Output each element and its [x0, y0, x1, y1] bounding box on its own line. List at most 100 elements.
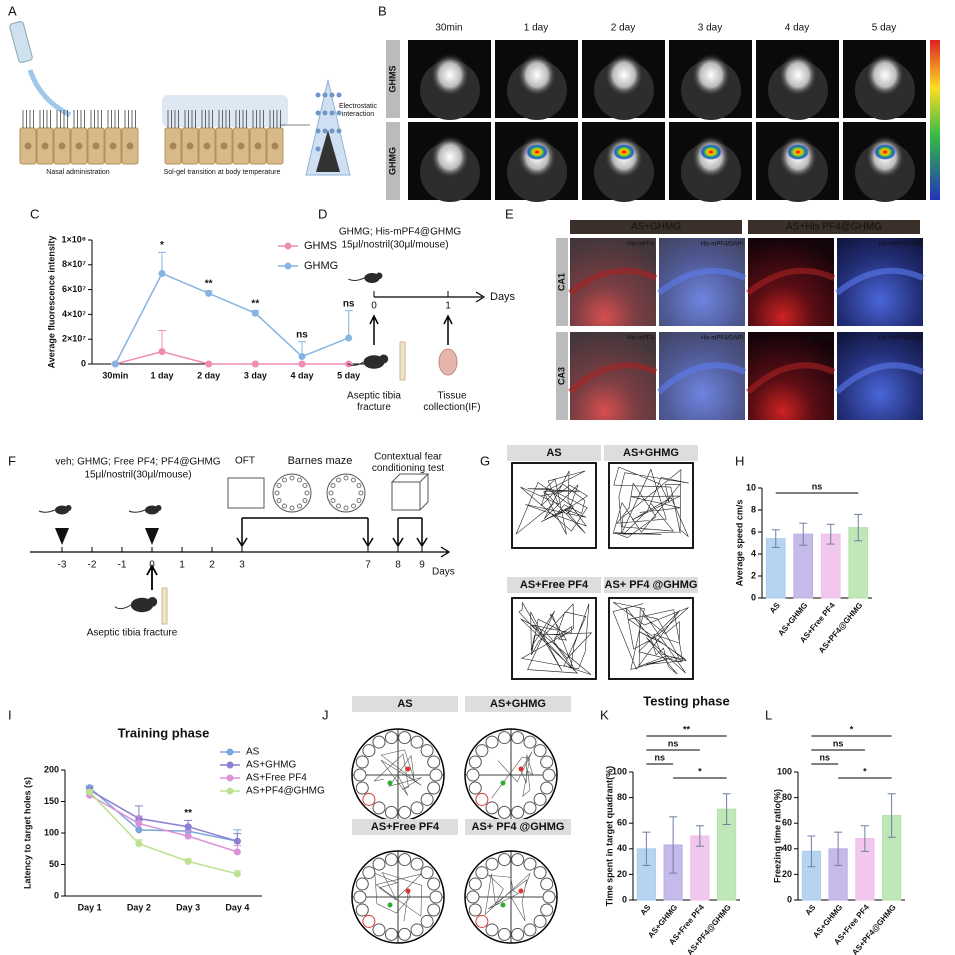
data-point: [158, 348, 166, 356]
tick-label: 2: [209, 560, 215, 571]
column-label: 1 day: [524, 23, 548, 34]
start-point: [387, 902, 393, 908]
mouse-icon: [38, 509, 56, 513]
maze-hole: [353, 768, 367, 782]
maze-hole: [497, 853, 511, 867]
row-label-bar: [556, 238, 568, 326]
y-tick-label: 10: [746, 482, 756, 492]
legend-label: AS: [246, 747, 260, 758]
maze-hole: [420, 792, 434, 806]
particle: [329, 110, 335, 116]
row-label: CA1: [556, 273, 566, 291]
signal: [691, 53, 731, 97]
nucleus: [92, 142, 100, 150]
arrow-down: [236, 518, 248, 548]
channel-label: His-mPF4: [627, 242, 654, 248]
nucleus: [109, 142, 117, 150]
data-point: [233, 848, 241, 856]
group-header: [507, 445, 601, 461]
y-tick-label: 0: [54, 890, 59, 900]
x-tick-label: Day 2: [127, 902, 151, 912]
mouse-icon: [379, 354, 389, 364]
label: AS: [397, 698, 412, 710]
maze: [326, 473, 366, 513]
significance: ns: [296, 329, 308, 340]
tick-label: 9: [419, 560, 425, 571]
mouse-icon: [147, 597, 158, 607]
maze-hole: [384, 805, 398, 819]
x-tick-label: 1 day: [150, 370, 173, 380]
maze-hole: [468, 781, 482, 795]
data-point: [233, 870, 241, 878]
mouse-icon: [155, 505, 162, 511]
label: GHMG; His-mPF4@GHMG: [339, 227, 462, 238]
particle: [315, 110, 321, 116]
tissue-band: [567, 362, 658, 395]
maze-hole: [362, 914, 376, 928]
label: AS+GHMG: [490, 698, 546, 710]
tissue: [438, 348, 458, 376]
group-header: [604, 577, 698, 593]
significance: ns: [833, 738, 844, 748]
time-arrow: [374, 291, 486, 303]
tissue-band: [746, 267, 836, 296]
label: AS: [546, 447, 561, 459]
panel-letter: J: [322, 707, 329, 722]
particle: [336, 92, 342, 98]
bone: [161, 587, 168, 625]
channel-label: His-mPF4: [805, 242, 832, 248]
y-axis-label: Average speed cm/s: [734, 500, 744, 587]
maze-hole: [336, 477, 341, 483]
particle: [315, 146, 321, 152]
label: Electrostatic interaction: [339, 103, 378, 118]
row-label: CA3: [556, 367, 566, 385]
label: AS+ PF4 @GHMG: [472, 821, 565, 833]
particle: [315, 92, 321, 98]
maze-hole: [353, 890, 367, 904]
significance: *: [850, 724, 854, 734]
panel-letter: K: [600, 707, 609, 722]
maze-hole: [475, 792, 489, 806]
chart-title: Training phase: [118, 725, 210, 740]
maze-hole: [511, 853, 525, 867]
trajectory: [612, 602, 689, 675]
maze-hole: [533, 792, 547, 806]
label: AS+Free PF4: [371, 821, 440, 833]
label: AS+His PF4@GHMG: [786, 222, 882, 233]
maze-hole: [429, 768, 443, 782]
data-point: [135, 826, 143, 834]
maze-hole: [355, 781, 369, 795]
legend-marker: [284, 262, 292, 270]
maze-hole: [468, 877, 482, 891]
y-axis-label: Freezing time ratio(%): [772, 789, 782, 883]
tick-label: 8: [395, 560, 401, 571]
end-point: [405, 888, 411, 894]
panel-letter: F: [8, 453, 16, 468]
mouse-icon: [364, 273, 380, 283]
maze-hole: [351, 503, 356, 509]
label: 15μl/nostril(30μl/mouse): [341, 240, 448, 251]
maze-hole: [282, 503, 287, 509]
maze-hole: [330, 498, 336, 503]
data-point: [86, 788, 94, 796]
maze-hole: [511, 731, 525, 745]
maze-hole: [540, 877, 554, 891]
maze-hole: [336, 503, 341, 509]
maze-hole: [304, 490, 310, 496]
panel-letter: B: [378, 3, 387, 18]
tick-label: -1: [118, 560, 127, 571]
maze-hole: [343, 505, 349, 511]
nucleus: [186, 142, 194, 150]
y-tick-label: 4×10⁷: [62, 309, 86, 319]
maze-hole: [485, 735, 499, 749]
column-label: 2 day: [611, 23, 635, 34]
signal: [604, 53, 644, 97]
x-tick-label: 5 day: [337, 370, 360, 380]
y-axis-label: Latency to target holes (s): [22, 777, 32, 889]
significance: **: [251, 298, 259, 309]
data-point: [135, 820, 143, 828]
y-tick-label: 8: [751, 504, 756, 514]
series-line: [114, 272, 349, 365]
y-axis-label: Average fluorescence intensity: [46, 236, 56, 369]
row-label: GHMS: [387, 66, 397, 93]
